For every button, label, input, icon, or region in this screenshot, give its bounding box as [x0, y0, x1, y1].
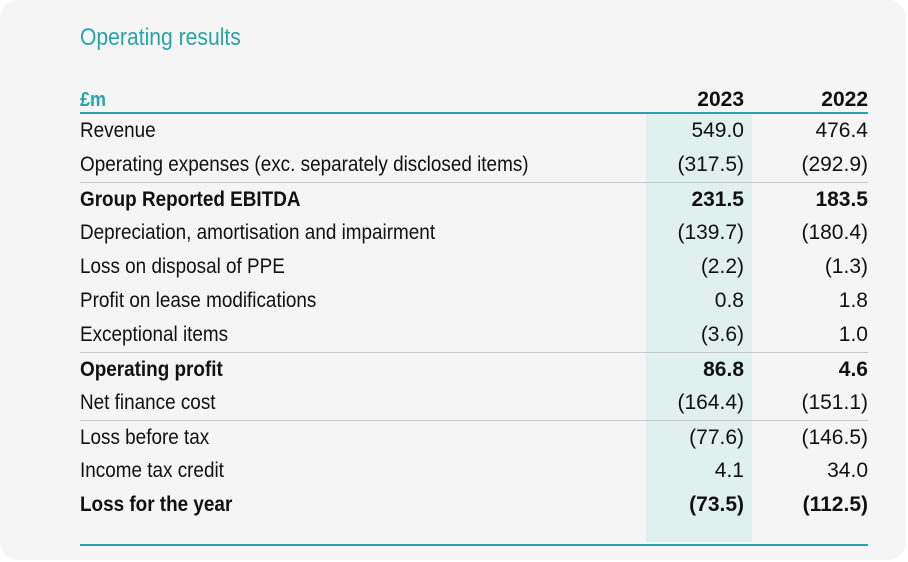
value-2022: (112.5): [802, 493, 868, 516]
value-2022: 4.6: [838, 357, 868, 381]
row-label: Loss on disposal of PPE: [80, 255, 285, 278]
year-2022-header: 2022: [821, 88, 868, 111]
value-2023: (2.2): [700, 255, 744, 278]
row-label: Depreciation, amortisation and impairmen…: [80, 221, 436, 244]
value-2023: (73.5): [689, 493, 744, 516]
table-row-income-tax-credit: Income tax credit 4.1 34.0: [80, 454, 868, 488]
row-label: Net finance cost: [80, 391, 216, 414]
row-label: Revenue: [80, 119, 156, 142]
value-2023: 0.8: [714, 289, 744, 312]
value-2022: (146.5): [801, 425, 868, 449]
table-row-loss-before-tax: Loss before tax (77.6) (146.5): [80, 420, 868, 454]
table-row-lease-modifications: Profit on lease modifications 0.8 1.8: [80, 284, 868, 318]
table-bottom-rule: [80, 544, 868, 546]
row-label: Operating profit: [80, 357, 223, 381]
value-2023: (164.4): [677, 391, 744, 414]
operating-results-table: £m 2023 2022 Revenue 549.0 476.4 Operati…: [80, 84, 868, 522]
row-label: Group Reported EBITDA: [80, 187, 301, 211]
value-2022: (1.3): [824, 255, 868, 278]
value-2023: (139.7): [677, 221, 744, 244]
table-row-net-finance-cost: Net finance cost (164.4) (151.1): [80, 386, 868, 420]
table-header-row: £m 2023 2022: [80, 84, 868, 114]
value-2022: (180.4): [801, 221, 868, 244]
table-row-operating-expenses: Operating expenses (exc. separately disc…: [80, 148, 868, 182]
value-2022: 1.0: [838, 323, 868, 346]
value-2022: 476.4: [815, 119, 868, 142]
value-2022: 183.5: [815, 187, 868, 211]
table-row-group-ebitda: Group Reported EBITDA 231.5 183.5: [80, 182, 868, 216]
table-row-exceptional-items: Exceptional items (3.6) 1.0: [80, 318, 868, 352]
section-title: Operating results: [80, 24, 241, 51]
current-year-column-highlight: [646, 112, 752, 542]
value-2022: 1.8: [838, 289, 868, 312]
value-2023: 4.1: [714, 459, 744, 482]
row-label: Profit on lease modifications: [80, 289, 317, 312]
value-2022: 34.0: [827, 459, 868, 482]
table-row-operating-profit: Operating profit 86.8 4.6: [80, 352, 868, 386]
row-label: Loss before tax: [80, 425, 210, 449]
value-2023: (317.5): [677, 153, 744, 176]
value-2023: 231.5: [691, 187, 744, 211]
row-label: Loss for the year: [80, 493, 233, 516]
year-2023-header: 2023: [697, 88, 744, 111]
unit-header: £m: [80, 89, 107, 111]
table-row-loss-on-disposal: Loss on disposal of PPE (2.2) (1.3): [80, 250, 868, 284]
table-row-loss-for-the-year: Loss for the year (73.5) (112.5): [80, 488, 868, 522]
table-row-revenue: Revenue 549.0 476.4: [80, 114, 868, 148]
value-2022: (151.1): [801, 391, 868, 414]
value-2023: (3.6): [700, 323, 744, 346]
row-label: Exceptional items: [80, 323, 229, 346]
value-2023: (77.6): [689, 425, 744, 449]
value-2023: 86.8: [703, 357, 744, 381]
table-row-depreciation: Depreciation, amortisation and impairmen…: [80, 216, 868, 250]
row-label: Operating expenses (exc. separately disc…: [80, 153, 529, 176]
value-2023: 549.0: [691, 119, 744, 142]
value-2022: (292.9): [801, 153, 868, 176]
row-label: Income tax credit: [80, 459, 224, 482]
